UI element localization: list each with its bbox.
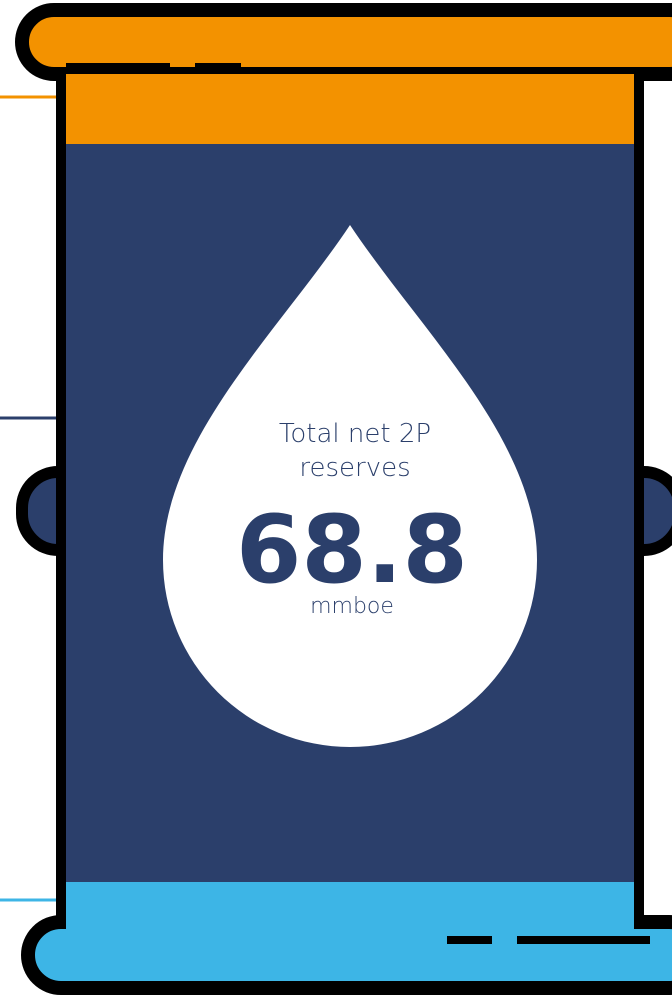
blue-band-fill: [66, 882, 634, 932]
label-line: reserves: [299, 453, 410, 483]
orange-band-fill: [66, 74, 634, 144]
unit: mmboe: [310, 594, 394, 619]
oil-drop: [163, 225, 537, 747]
label-line: Total net 2P: [279, 419, 431, 449]
reserve-value: 68.8: [236, 496, 468, 605]
